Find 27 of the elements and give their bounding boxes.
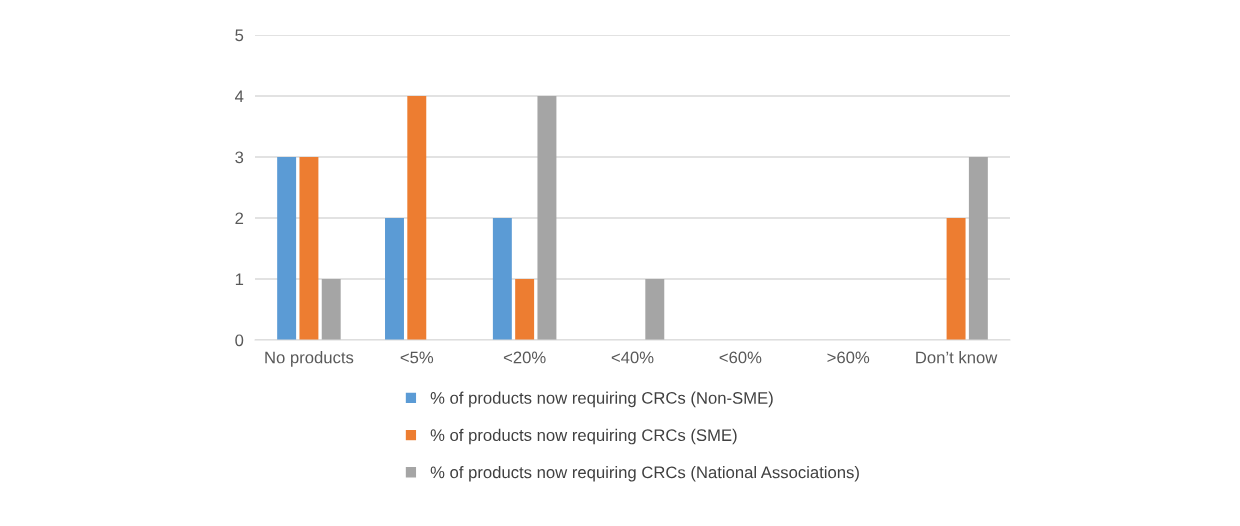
bar xyxy=(407,96,427,340)
bar xyxy=(515,279,535,340)
y-tick-label: 0 xyxy=(235,334,244,347)
legend-label: % of products now requiring CRCs (National Associations) xyxy=(430,466,859,482)
bar xyxy=(968,157,988,340)
y-tick-label: 1 xyxy=(235,273,244,286)
y-tick-label: 4 xyxy=(235,90,244,103)
bar xyxy=(299,157,319,340)
bar xyxy=(645,279,665,340)
x-tick-label: <20% xyxy=(503,351,546,364)
x-tick-label: <60% xyxy=(719,351,762,364)
y-tick-label: 5 xyxy=(235,29,244,42)
x-tick-label: >60% xyxy=(827,351,870,364)
bar xyxy=(492,218,512,340)
x-tick-label: No products xyxy=(265,351,354,367)
bar xyxy=(946,218,966,340)
bar xyxy=(321,279,341,340)
legend-label: % of products now requiring CRCs (SME) xyxy=(430,428,737,445)
bar xyxy=(385,218,404,340)
x-tick-label: <5% xyxy=(400,351,434,364)
x-tick-label: <40% xyxy=(611,351,654,364)
y-tick-label: 3 xyxy=(235,151,244,164)
legend-label: % of products now requiring CRCs (Non-SME) xyxy=(430,391,773,408)
bar xyxy=(277,157,297,340)
y-tick-label: 2 xyxy=(235,212,244,225)
bar xyxy=(537,96,557,340)
x-tick-label: Don’t know xyxy=(916,351,998,364)
